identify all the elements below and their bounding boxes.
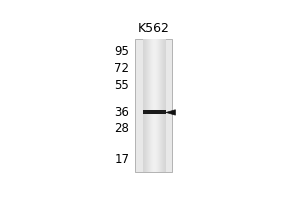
Text: 36: 36	[115, 106, 129, 119]
Bar	[135, 39, 172, 172]
Polygon shape	[166, 110, 176, 115]
Text: K562: K562	[138, 22, 170, 35]
Text: 28: 28	[115, 122, 129, 135]
Text: 72: 72	[114, 62, 129, 75]
Text: 55: 55	[115, 79, 129, 92]
Text: 17: 17	[114, 153, 129, 166]
Text: 95: 95	[115, 45, 129, 58]
